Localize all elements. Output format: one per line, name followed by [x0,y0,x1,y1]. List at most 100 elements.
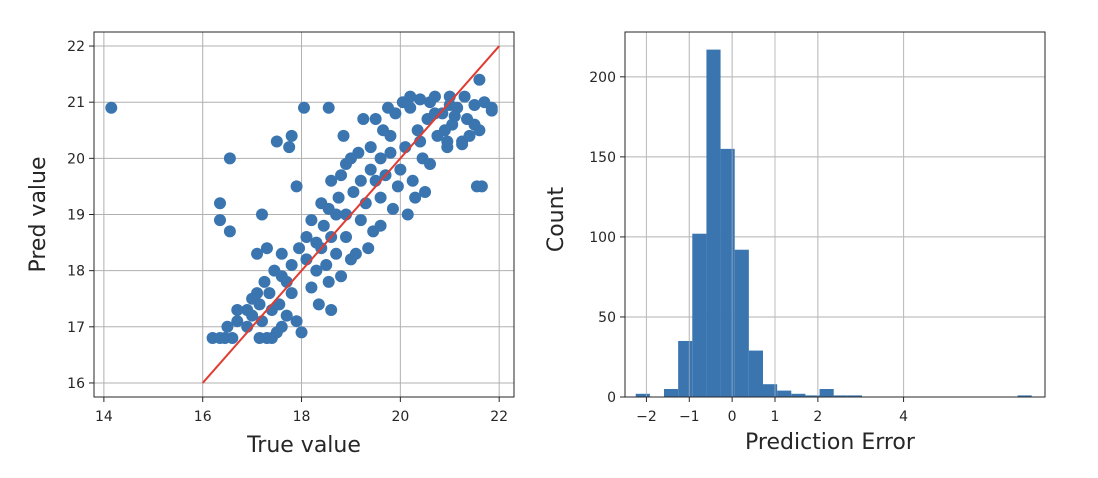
scatter-point [401,208,414,221]
scatter-point [473,73,486,86]
scatter-point [414,93,427,106]
scatter-point [214,197,226,210]
scatter-point [448,110,461,123]
histogram-y-tick-label: 50 [598,310,616,326]
scatter-x-tick-label: 20 [391,409,409,425]
scatter-point [260,242,273,255]
scatter-point [280,309,293,322]
scatter-point [404,90,417,103]
scatter-point [419,186,432,199]
scatter-point [223,152,236,165]
scatter-point [344,152,357,165]
scatter-point [354,214,367,227]
scatter-point [330,208,343,221]
histogram-bar [664,388,679,397]
histogram-bar [833,395,848,397]
scatter-point [411,124,424,137]
scatter-point [374,152,387,165]
scatter-point [409,191,422,204]
scatter-point [256,208,268,221]
scatter-point [322,275,335,288]
scatter-point [332,191,345,204]
scatter-point [251,247,264,260]
histogram-y-tick-label: 200 [589,70,616,86]
scatter-point [340,230,352,243]
scatter-x-tick-label: 18 [293,409,311,425]
reference-line [201,45,500,384]
scatter-point [290,315,303,328]
histogram-bar [748,350,763,397]
scatter-y-tick-label: 19 [67,208,85,224]
histogram-bar [635,393,650,397]
histogram-y-tick-label: 0 [607,390,616,406]
histogram-bar [777,390,792,397]
histogram-bar [1017,395,1032,397]
scatter-y-tick-label: 18 [67,264,85,280]
scatter-point [290,180,303,193]
scatter-point [221,320,234,333]
histogram-y-ticks: 0 50 100 150 200 [589,70,625,406]
scatter-point [325,303,338,316]
scatter-point [273,298,286,311]
histogram-grid-overlay [645,32,905,397]
scatter-point [322,101,335,114]
scatter-y-axis-label: Pred value [26,156,51,272]
scatter-y-tick-label: 16 [67,376,85,392]
scatter-point [253,298,266,311]
scatter-grid [94,32,514,397]
scatter-point [391,180,404,193]
histogram-x-tick-label: 2 [813,409,822,425]
scatter-point [349,247,362,260]
scatter-x-axis-label: True value [246,433,361,458]
scatter-point [364,141,377,154]
scatter-point [285,129,298,142]
histogram-bar [819,388,834,397]
scatter-point [317,219,330,232]
scatter-point [374,191,387,204]
histogram-bar [734,249,749,397]
scatter-point [285,287,298,300]
histogram-bar [692,233,707,397]
histogram-bar [791,393,806,397]
histogram-x-tick-label: −2 [636,409,657,425]
scatter-point [310,264,323,277]
scatter-point [265,332,278,345]
histogram-bar [720,148,735,397]
scatter-points [105,73,498,345]
scatter-y-ticks: 16 17 18 19 20 21 22 [67,39,94,392]
scatter-point [268,264,281,277]
scatter-point [382,101,394,114]
scatter-point [369,113,382,126]
histogram-x-ticks: −2 −1 0 1 2 4 [636,397,908,425]
scatter-point [364,163,377,176]
scatter-point [315,197,328,210]
scatter-point [485,104,498,117]
scatter-point [293,242,306,255]
histogram-bar [678,340,693,397]
scatter-point [275,320,288,333]
histogram-x-tick-label: 1 [771,409,780,425]
scatter-point [298,101,310,114]
scatter-point [226,332,239,345]
scatter-y-tick-label: 20 [67,151,85,167]
scatter-point [441,135,454,148]
scatter-y-tick-label: 17 [67,320,85,336]
scatter-x-tick-label: 16 [194,409,212,425]
histogram-x-axis-label: Prediction Error [745,430,916,455]
scatter-point [374,219,387,232]
histogram-x-tick-label: 0 [728,409,737,425]
scatter-point [463,129,476,142]
histogram-bar [763,384,778,397]
scatter-point [357,113,370,126]
scatter-point [384,146,397,159]
scatter-point [335,169,348,182]
histogram-x-tick-label: 4 [899,409,908,425]
scatter-x-tick-label: 14 [95,409,113,425]
scatter-point [300,230,313,243]
scatter-point [335,270,348,283]
scatter-point [438,124,451,137]
scatter-point [443,99,456,111]
scatter-y-tick-label: 21 [67,95,85,111]
scatter-point [354,174,367,187]
